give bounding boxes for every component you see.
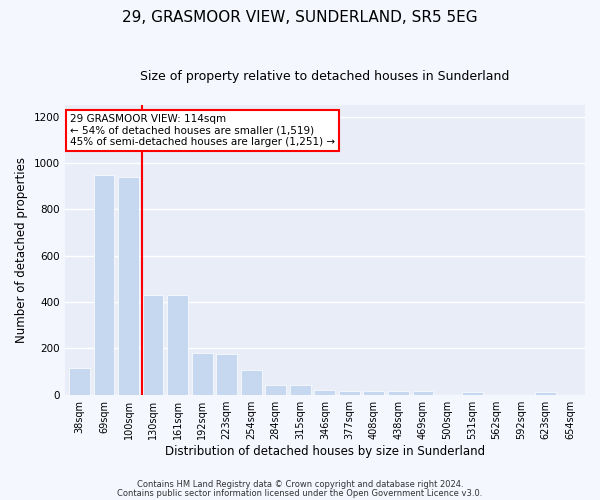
Bar [388,391,409,394]
X-axis label: Distribution of detached houses by size in Sunderland: Distribution of detached houses by size … [165,444,485,458]
Bar [69,368,90,394]
Text: Contains public sector information licensed under the Open Government Licence v3: Contains public sector information licen… [118,489,482,498]
Y-axis label: Number of detached properties: Number of detached properties [15,157,28,343]
Bar [143,295,163,394]
Text: Contains HM Land Registry data © Crown copyright and database right 2024.: Contains HM Land Registry data © Crown c… [137,480,463,489]
Bar [364,391,385,394]
Bar [265,386,286,394]
Bar [216,354,237,395]
Title: Size of property relative to detached houses in Sunderland: Size of property relative to detached ho… [140,70,509,83]
Text: 29 GRASMOOR VIEW: 114sqm
← 54% of detached houses are smaller (1,519)
45% of sem: 29 GRASMOOR VIEW: 114sqm ← 54% of detach… [70,114,335,147]
Bar [241,370,262,394]
Bar [314,390,335,394]
Bar [339,390,360,394]
Text: 29, GRASMOOR VIEW, SUNDERLAND, SR5 5EG: 29, GRASMOOR VIEW, SUNDERLAND, SR5 5EG [122,10,478,25]
Bar [461,392,482,394]
Bar [94,174,115,394]
Bar [191,353,212,395]
Bar [118,177,139,394]
Bar [413,391,433,394]
Bar [167,295,188,394]
Bar [290,386,311,394]
Bar [535,392,556,394]
